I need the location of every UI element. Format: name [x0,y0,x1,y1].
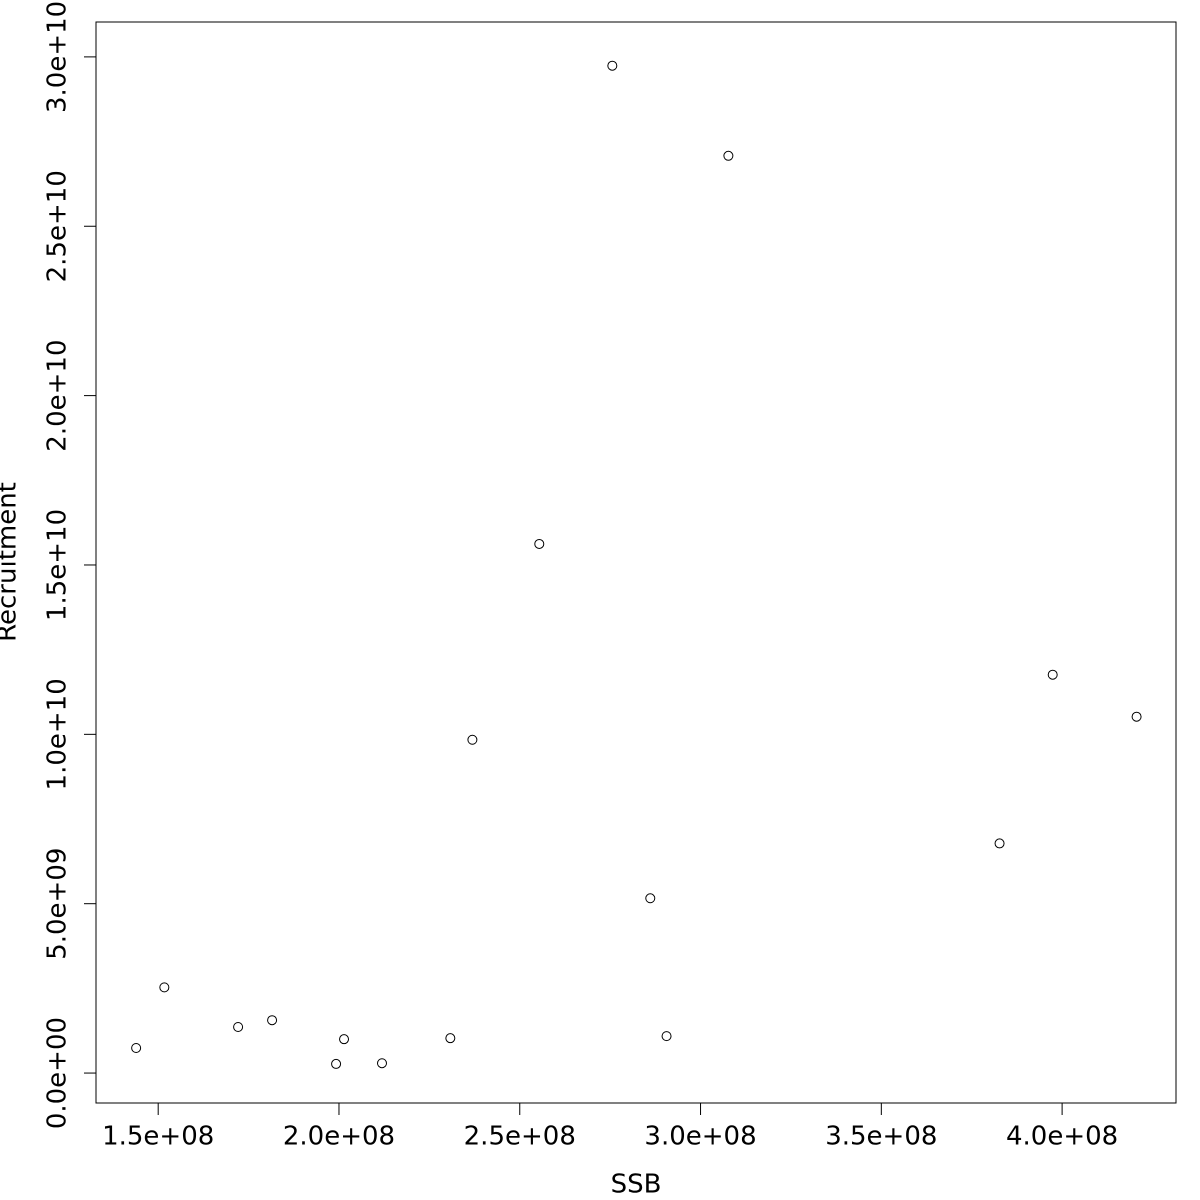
point [607,60,618,71]
point [445,1033,456,1044]
y-axis-label: Recruitment [0,482,23,642]
x-tick-label: 1.5e+08 [102,1122,214,1152]
point [159,982,170,993]
x-tick-label: 3.5e+08 [825,1122,937,1152]
x-tick-label: 2.5e+08 [464,1122,576,1152]
y-tick-label: 0.0e+00 [43,1017,73,1129]
y-tick-label: 1.5e+10 [43,509,73,621]
point [331,1058,342,1069]
point [1131,711,1142,722]
point [131,1042,142,1053]
point [376,1058,387,1069]
point [339,1034,350,1045]
point [994,838,1005,849]
x-axis-label: SSB [611,1170,662,1200]
x-tick-label: 2.0e+08 [283,1122,395,1152]
point [723,150,734,161]
point [467,734,478,745]
point [233,1021,244,1032]
x-tick-label: 3.0e+08 [644,1122,756,1152]
y-tick-label: 2.0e+10 [43,340,73,452]
y-tick-label: 3.0e+10 [43,1,73,113]
y-tick-label: 5.0e+09 [43,848,73,960]
point [661,1031,672,1042]
point [645,893,656,904]
y-tick-label: 2.5e+10 [43,170,73,282]
x-tick-label: 4.0e+08 [1006,1122,1118,1152]
y-tick-label: 1.0e+10 [43,678,73,790]
point [534,538,545,549]
point [1047,669,1058,680]
plot-frame [95,21,1177,1104]
point [267,1015,278,1026]
